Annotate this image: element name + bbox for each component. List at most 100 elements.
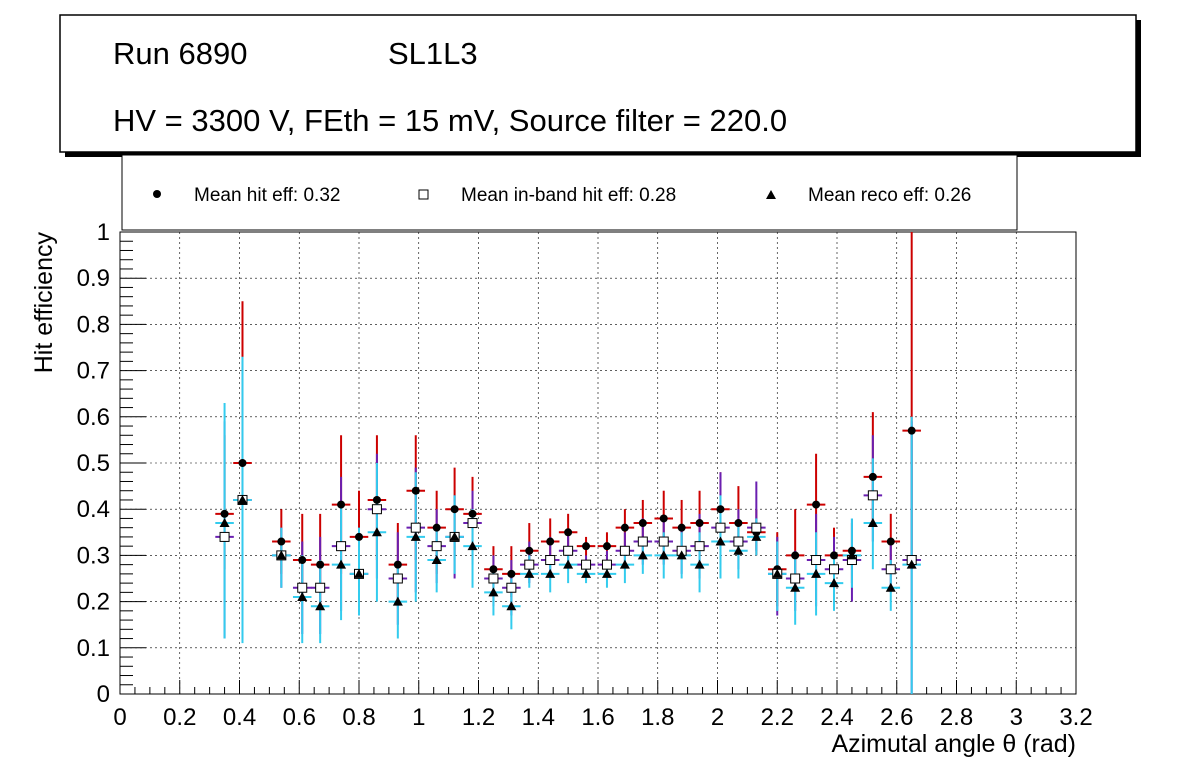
data-point-hit-eff [220, 509, 229, 518]
data-point-hit-eff [602, 542, 611, 551]
data-point-inband-eff [658, 536, 669, 547]
y-tick-label: 0.6 [77, 404, 110, 431]
data-point-inband-eff [829, 564, 840, 575]
data-point-reco-eff [237, 494, 248, 504]
data-point-reco-eff [885, 582, 896, 592]
y-tick-label: 0 [97, 681, 110, 708]
x-axis-label: Azimutal angle θ (rad) [831, 730, 1076, 758]
data-point-reco-eff [619, 559, 630, 569]
x-tick-label: 1 [412, 704, 425, 731]
data-point-hit-eff [450, 505, 459, 514]
data-point-reco-eff [524, 568, 535, 578]
data-point-reco-eff [733, 545, 744, 555]
data-point-reco-eff [315, 601, 326, 611]
data-point-hit-eff [277, 537, 286, 546]
y-tick-label: 0.7 [77, 358, 110, 385]
data-point-reco-eff [297, 591, 308, 601]
data-point-hit-eff [638, 519, 647, 528]
data-point-hit-eff [812, 500, 821, 509]
data-point-reco-eff [431, 555, 442, 565]
data-point-inband-eff [336, 541, 347, 552]
x-tick-label: 0.8 [342, 704, 375, 731]
x-tick-label: 1.4 [522, 704, 555, 731]
data-point-reco-eff [410, 531, 421, 541]
data-point-reco-eff [676, 550, 687, 560]
x-tick-label: 3.2 [1059, 704, 1092, 731]
data-point-inband-eff [581, 559, 592, 570]
data-point-hit-eff [791, 551, 800, 560]
data-point-reco-eff [506, 601, 517, 611]
data-point-hit-eff [525, 546, 534, 555]
x-tick-label: 2 [711, 704, 724, 731]
data-point-inband-eff [619, 545, 630, 556]
data-marks [215, 232, 921, 694]
data-point-reco-eff [219, 518, 230, 528]
data-point-reco-eff [392, 596, 403, 606]
y-tick-label: 0.4 [77, 496, 110, 523]
data-point-hit-eff [432, 523, 441, 532]
data-point-reco-eff [336, 559, 347, 569]
data-point-hit-eff [546, 537, 555, 546]
data-point-hit-eff [716, 505, 725, 514]
data-point-reco-eff [467, 541, 478, 551]
data-point-hit-eff [355, 532, 363, 541]
x-tick-label: 0.6 [283, 704, 316, 731]
data-point-reco-eff [867, 518, 878, 528]
data-point-hit-eff [677, 523, 686, 532]
data-point-inband-eff [219, 531, 230, 542]
data-point-hit-eff [886, 537, 895, 546]
data-point-reco-eff [906, 559, 917, 569]
data-point-reco-eff [581, 568, 592, 578]
data-point-reco-eff [488, 587, 499, 597]
data-point-hit-eff [298, 556, 307, 565]
data-point-reco-eff [637, 550, 648, 560]
data-point-reco-eff [790, 582, 801, 592]
data-point-reco-eff [715, 536, 726, 546]
x-tick-label: 0.4 [223, 704, 256, 731]
data-point-inband-eff [563, 545, 574, 556]
data-point-hit-eff [411, 486, 420, 495]
data-point-inband-eff [392, 573, 403, 584]
legend-label-reco: Mean reco eff: 0.26 [808, 185, 971, 206]
grid [120, 232, 1076, 694]
data-point-inband-eff [545, 555, 556, 566]
legend-marker-hit [153, 190, 161, 198]
x-tick-label: 1.2 [462, 704, 495, 731]
data-point-inband-eff [410, 522, 421, 533]
data-point-inband-eff [371, 504, 382, 515]
y-tick-label: 0.2 [77, 589, 110, 616]
y-axis-label: Hit efficiency [30, 232, 58, 374]
data-point-inband-eff [431, 541, 442, 552]
data-point-inband-eff [488, 573, 499, 584]
data-point-reco-eff [371, 527, 382, 537]
data-point-hit-eff [238, 459, 247, 467]
data-point-inband-eff [751, 522, 762, 533]
data-point-reco-eff [751, 531, 762, 541]
y-tick-label: 0.1 [77, 635, 110, 662]
data-point-hit-eff [372, 495, 381, 504]
data-point-inband-eff [601, 559, 612, 570]
data-point-reco-eff [601, 568, 612, 578]
data-point-inband-eff [637, 536, 648, 547]
x-tick-label: 2.6 [880, 704, 913, 731]
data-point-hit-eff [564, 528, 573, 537]
y-tick-label: 0.5 [77, 450, 110, 477]
data-point-hit-eff [507, 569, 516, 578]
data-point-reco-eff [545, 568, 556, 578]
x-tick-label: 3 [1010, 704, 1023, 731]
x-tick-label: 2.2 [761, 704, 794, 731]
axes: 0 0.2 0.4 0.6 0.8 1 1.2 1.4 1.6 1.8 2 2.2 2.4 2.6 2.8 3… [77, 219, 1093, 731]
x-tick-label: 2.4 [820, 704, 853, 731]
data-point-hit-eff [582, 542, 591, 551]
data-point-reco-eff [829, 578, 840, 588]
settings-label: HV = 3300 V, FEth = 15 mV, Source filter… [113, 103, 787, 138]
data-point-reco-eff [772, 568, 783, 578]
legend-marker-reco [766, 190, 776, 199]
x-tick-label: 1.6 [581, 704, 614, 731]
legend-marker-inband [418, 189, 429, 200]
x-tick-label: 0 [113, 704, 126, 731]
x-tick-label: 1.8 [641, 704, 674, 731]
data-point-inband-eff [506, 582, 517, 593]
data-point-hit-eff [659, 514, 668, 523]
